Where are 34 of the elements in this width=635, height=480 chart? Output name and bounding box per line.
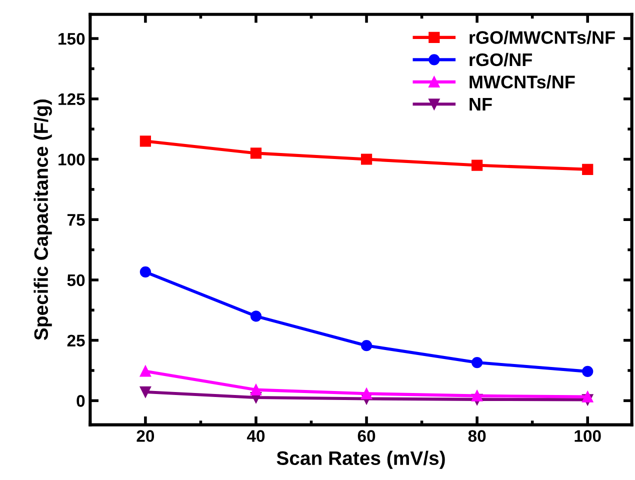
point — [140, 386, 151, 398]
point — [472, 160, 483, 171]
y-tick-label: 50 — [67, 274, 85, 286]
x-axis-title: Scan Rates (mV/s) — [276, 450, 445, 469]
y-tick-label: 100 — [58, 154, 85, 166]
legend-label: MWCNTs/NF — [470, 75, 575, 89]
point — [582, 164, 594, 175]
point — [140, 266, 151, 278]
y-tick-label: 25 — [67, 334, 85, 347]
legend-label: rGO/MWCNTs/NF — [470, 30, 615, 44]
y-tick-label: 0 — [76, 395, 85, 407]
point — [250, 148, 262, 159]
point — [250, 310, 262, 322]
x-tick-label: 20 — [136, 430, 154, 442]
point — [472, 356, 483, 368]
point — [582, 391, 594, 402]
point — [250, 384, 262, 396]
y-tick-label: 150 — [58, 32, 85, 45]
point — [360, 154, 372, 165]
y-axis-title: Specific Capacitance (F/g) — [34, 100, 52, 340]
x-tick-label: 100 — [574, 430, 601, 442]
point — [140, 366, 151, 377]
point — [472, 390, 483, 402]
y-tick-label: 75 — [67, 214, 85, 226]
point — [582, 366, 594, 378]
legend-label: rGO/NF — [470, 52, 532, 66]
x-tick-label: 40 — [246, 430, 265, 442]
x-tick-label: 80 — [468, 430, 486, 442]
legend-label: NF — [470, 98, 492, 110]
point — [360, 340, 372, 352]
y-tick-label: 125 — [58, 93, 85, 106]
point — [360, 388, 372, 400]
x-tick-label: 60 — [358, 430, 376, 442]
point — [140, 136, 151, 147]
